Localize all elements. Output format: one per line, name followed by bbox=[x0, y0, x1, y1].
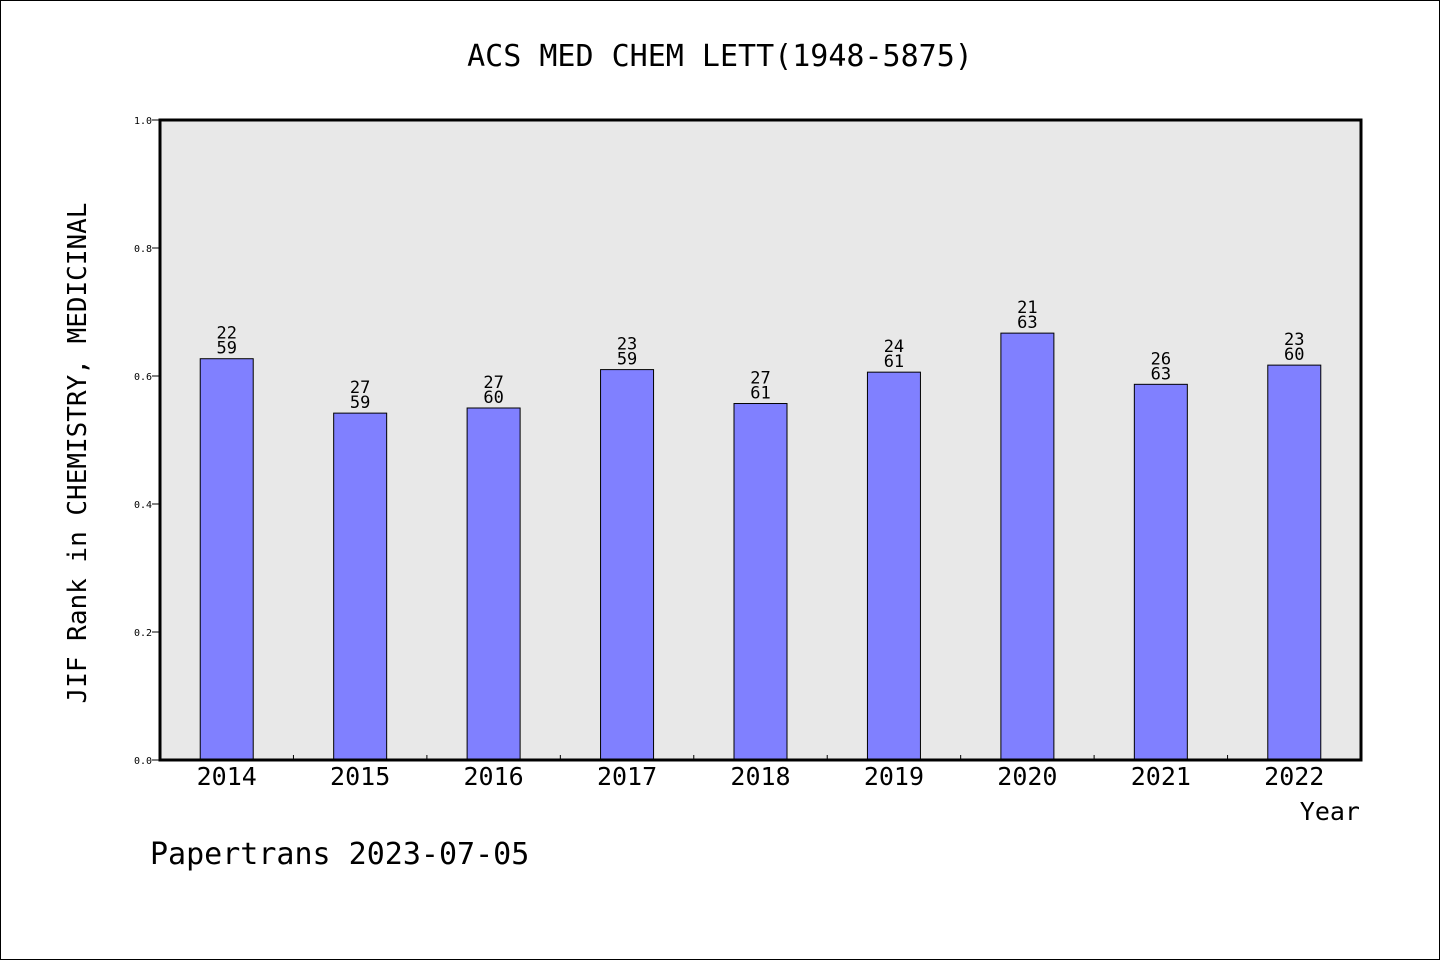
y-tick-label: 0.4 bbox=[134, 500, 152, 511]
bar-label-rank: 27 bbox=[750, 369, 770, 389]
bar-label-total: 59 bbox=[216, 339, 236, 359]
bars bbox=[199, 332, 1322, 761]
y-tick-label: 0.2 bbox=[134, 628, 152, 639]
bar-label-total: 63 bbox=[1017, 313, 1037, 333]
x-tick-label: 2022 bbox=[1264, 762, 1324, 791]
x-tick-label: 2015 bbox=[330, 762, 390, 791]
bar-2021 bbox=[1133, 383, 1188, 761]
y-axis-ticks: 0.0 0.2 0.4 0.6 0.8 1.0 bbox=[134, 116, 160, 767]
x-tick-label: 2016 bbox=[464, 762, 524, 791]
x-tick-label: 2019 bbox=[864, 762, 924, 791]
y-tick-label: 0.6 bbox=[134, 372, 152, 383]
chart-title: ACS MED CHEM LETT(1948-5875) bbox=[467, 39, 973, 74]
bar-label-total: 60 bbox=[1284, 345, 1304, 365]
bar-label-rank: 24 bbox=[884, 337, 904, 357]
bar-label-total: 60 bbox=[483, 388, 503, 408]
bar-2014 bbox=[199, 358, 254, 761]
bar-2016 bbox=[466, 407, 521, 761]
bar-label-rank: 23 bbox=[1284, 330, 1304, 350]
bar-2022 bbox=[1267, 364, 1322, 761]
bar-label-total: 61 bbox=[884, 352, 904, 372]
bar-label-total: 63 bbox=[1151, 364, 1171, 384]
bar-2018 bbox=[733, 403, 788, 761]
y-tick-label: 0.8 bbox=[134, 244, 152, 255]
bar-label-total: 61 bbox=[750, 384, 770, 404]
x-tick-label: 2020 bbox=[997, 762, 1057, 791]
bar-label-total: 59 bbox=[350, 393, 370, 413]
bar-2019 bbox=[866, 371, 921, 761]
x-tick-label: 2017 bbox=[597, 762, 657, 791]
bar-2015 bbox=[333, 412, 388, 761]
x-tick-label: 2021 bbox=[1131, 762, 1191, 791]
bar-2017 bbox=[600, 369, 655, 761]
bar-label-rank: 21 bbox=[1017, 298, 1037, 318]
bar-label-rank: 26 bbox=[1151, 349, 1171, 369]
y-tick-label: 1.0 bbox=[134, 116, 152, 127]
y-tick-label: 0.0 bbox=[134, 756, 152, 767]
x-tick-label: 2014 bbox=[197, 762, 257, 791]
x-tick-label: 2018 bbox=[730, 762, 790, 791]
bar-label-total: 59 bbox=[617, 350, 637, 370]
x-axis-ticks: 2014 2015 2016 2017 2018 2019 2020 2021 2022 bbox=[197, 755, 1324, 791]
bar-label-rank: 23 bbox=[617, 335, 637, 355]
x-axis-label: Year bbox=[1300, 797, 1360, 826]
bar-label-rank: 27 bbox=[350, 378, 370, 398]
plot-border bbox=[158, 118, 1363, 762]
footer-credit: Papertrans 2023-07-05 bbox=[150, 837, 529, 872]
y-axis-label: JIF Rank in CHEMISTRY, MEDICINAL bbox=[63, 203, 93, 704]
bar-2020 bbox=[1000, 332, 1055, 761]
bar-label-rank: 22 bbox=[216, 324, 236, 344]
bar-label-rank: 27 bbox=[483, 373, 503, 393]
